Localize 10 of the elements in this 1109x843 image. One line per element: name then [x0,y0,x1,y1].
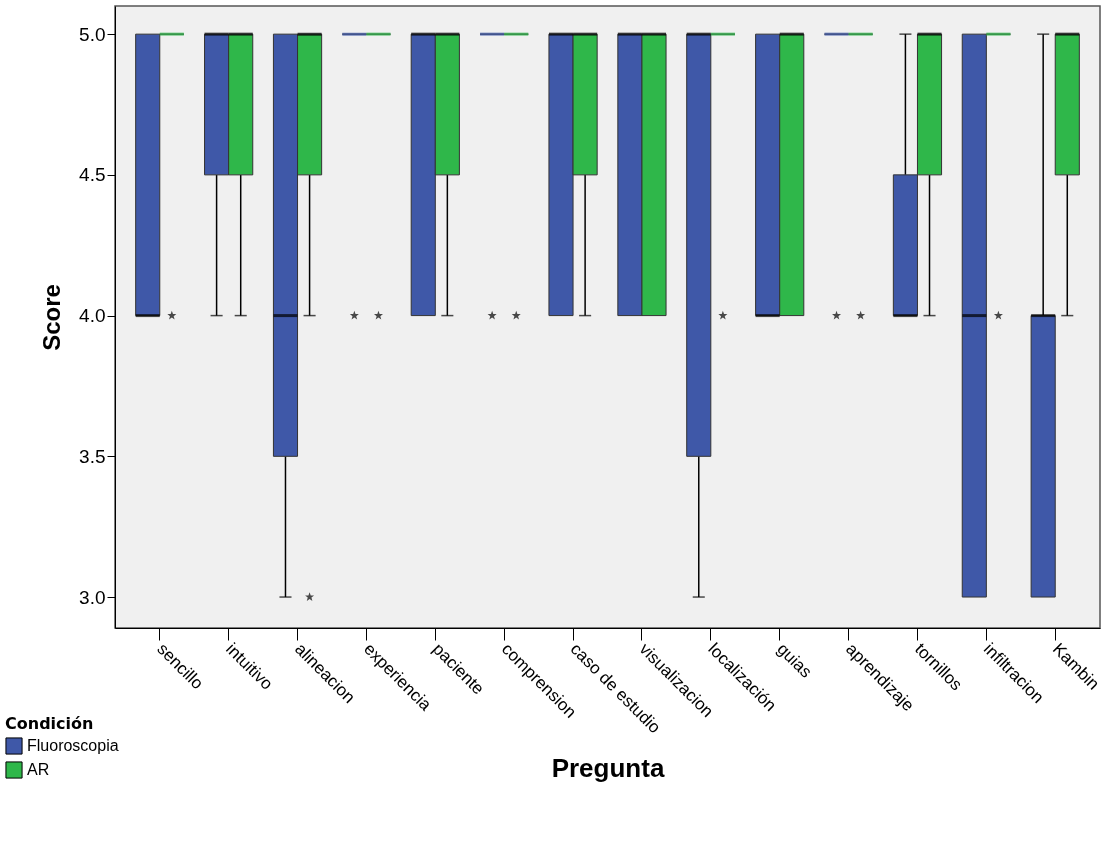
legend-title: Condición [5,714,94,733]
y-axis-title: Score [38,284,66,351]
y-tick-label: 3.5 [79,445,106,467]
y-tick-label: 4.0 [79,305,106,327]
x-axis-title: Pregunta [551,753,665,784]
legend-label: AR [27,761,50,778]
y-tick-label: 3.0 [79,586,106,608]
y-tick-label: 5.0 [79,23,106,45]
legend-label: Fluoroscopia [27,737,119,754]
y-tick-label: 4.5 [79,164,106,186]
